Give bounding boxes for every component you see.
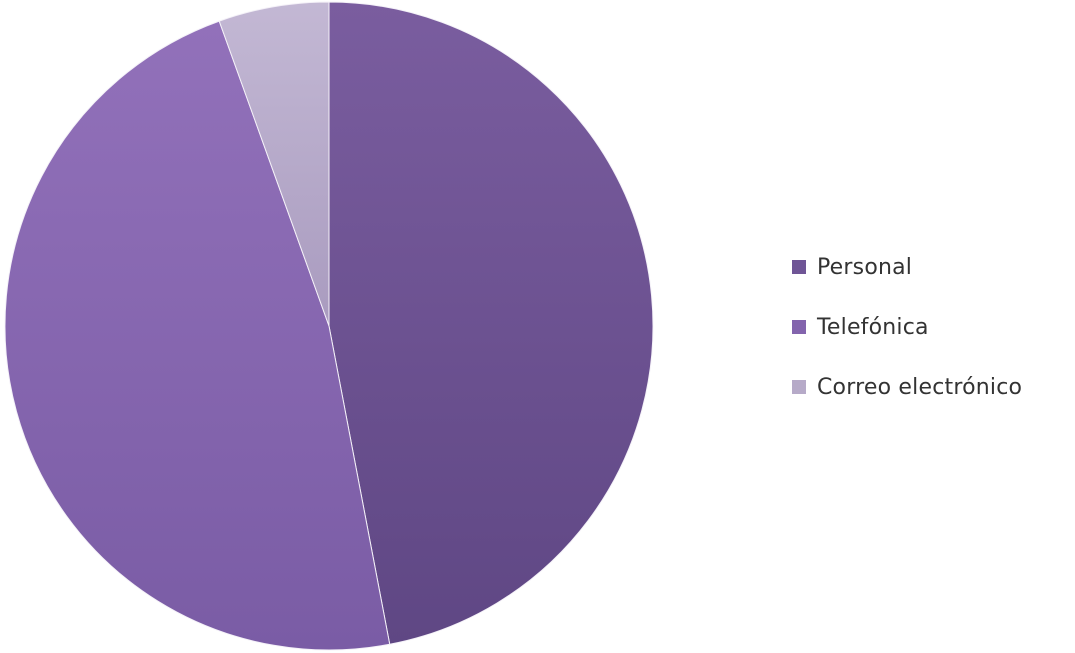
pie-slice-correo-electronico: [218, 1, 330, 327]
pie-slices: [4, 1, 654, 651]
chart-legend: Personal Telefónica Correo electrónico: [792, 252, 1022, 402]
legend-item-telefonica: Telefónica: [792, 312, 1022, 342]
pie-slice-telefonica: [4, 20, 391, 651]
legend-label-correo-electronico: Correo electrónico: [817, 374, 1023, 400]
legend-item-personal: Personal: [792, 252, 1022, 282]
pie-slice-personal: [328, 1, 654, 645]
legend-swatch-correo-electronico: [792, 380, 806, 394]
legend-swatch-telefonica: [792, 320, 806, 334]
legend-label-personal: Personal: [817, 254, 913, 280]
legend-item-correo-electronico: Correo electrónico: [792, 372, 1022, 402]
legend-swatch-personal: [792, 260, 806, 274]
legend-label-telefonica: Telefónica: [817, 314, 929, 340]
